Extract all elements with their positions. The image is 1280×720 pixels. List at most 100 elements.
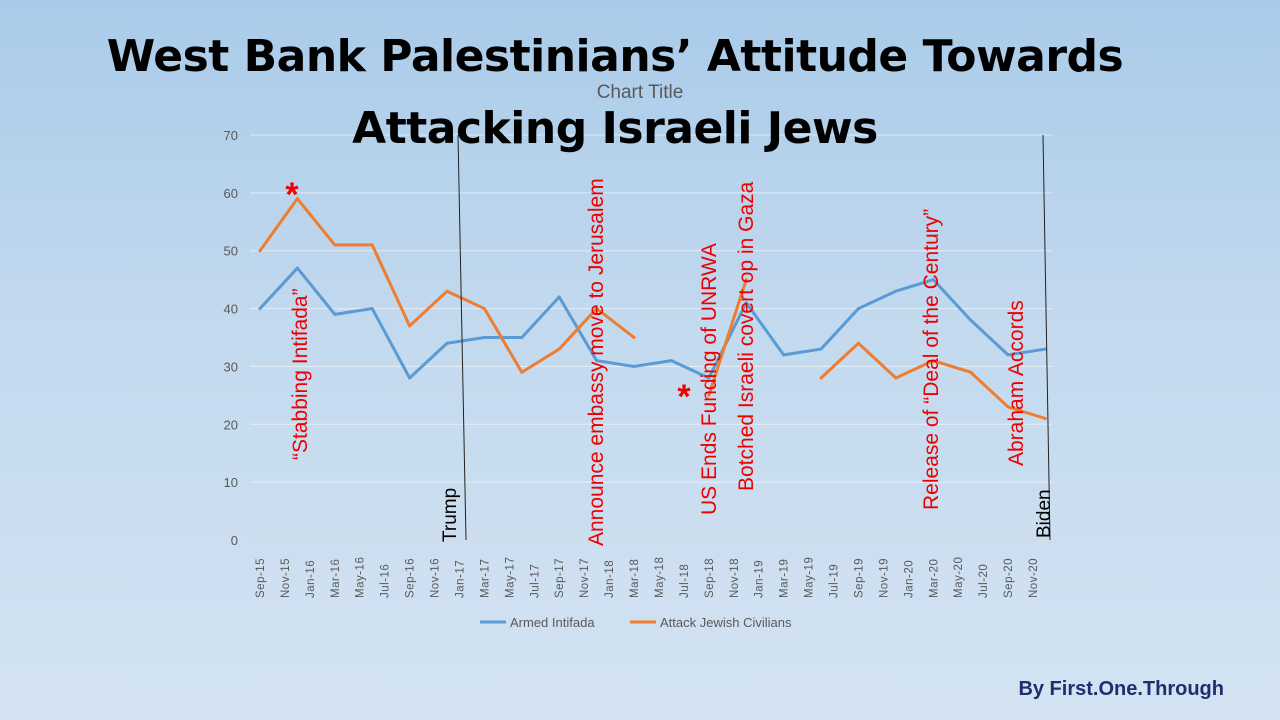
data-point	[856, 307, 860, 311]
annotation-label: Abraham Accords	[1005, 300, 1028, 466]
x-tick-label: Nov-19	[878, 558, 890, 598]
x-tick-label: Jan-17	[454, 560, 466, 598]
asterisk-marker: *	[677, 378, 691, 416]
x-tick-label: Jul-17	[529, 564, 541, 598]
data-point	[408, 324, 412, 328]
x-tick-label: Nov-17	[579, 558, 591, 598]
x-tick-label: Sep-19	[853, 558, 865, 598]
x-tick-label: May-20	[953, 557, 965, 598]
series-line-attack-jewish-civilians	[258, 197, 635, 374]
data-point	[408, 376, 412, 380]
data-point	[669, 359, 673, 363]
x-tick-label: May-18	[654, 557, 666, 598]
data-point	[258, 307, 262, 311]
event-line-biden	[1042, 134, 1051, 541]
data-point	[744, 301, 748, 305]
data-point	[370, 307, 374, 311]
data-point	[1006, 353, 1010, 357]
asterisk-marker: *	[285, 176, 299, 214]
event-line-trump	[457, 134, 467, 541]
annotation-label: US Ends Funding of UNRWA	[698, 243, 721, 515]
series-line-attack-jewish-civilians	[707, 279, 748, 396]
data-point	[333, 243, 337, 247]
y-tick-label: 20	[224, 417, 238, 432]
x-tick-label: Jul-20	[978, 564, 990, 598]
data-point	[969, 318, 973, 322]
legend-label: Attack Jewish Civilians	[660, 615, 792, 630]
data-point	[482, 336, 486, 339]
data-point	[295, 197, 299, 201]
annotation-label: “Stabbing Intifada”	[289, 288, 312, 460]
data-point	[520, 336, 524, 339]
x-tick-label: Jan-18	[604, 560, 616, 598]
x-tick-label: Jan-20	[903, 560, 915, 598]
x-tick-label: Sep-17	[554, 558, 566, 598]
series-line-armed-intifada	[258, 266, 1046, 380]
data-point	[782, 353, 786, 357]
x-tick-label: Mar-20	[928, 559, 940, 598]
annotation-label: Botched Israeli covert op in Gaza	[735, 181, 758, 491]
data-point	[595, 307, 599, 311]
data-point	[707, 393, 711, 397]
data-point	[819, 376, 823, 380]
x-tick-label: Mar-19	[779, 559, 791, 598]
data-point	[894, 376, 898, 380]
y-tick-label: 70	[224, 128, 238, 143]
data-point	[520, 370, 524, 374]
data-point	[707, 376, 711, 380]
data-point	[819, 347, 823, 351]
x-tick-label: Sep-15	[255, 558, 267, 598]
slide-title-line-2: Attacking Israeli Jews	[352, 103, 878, 154]
x-tick-label: Mar-16	[330, 559, 342, 598]
data-point	[931, 278, 935, 282]
x-tick-label: Sep-16	[405, 558, 417, 598]
data-point	[445, 289, 449, 293]
x-tick-label: May-19	[804, 557, 816, 598]
annotation-label: Trump	[440, 488, 461, 542]
data-point	[295, 266, 299, 270]
x-tick-label: Nov-15	[280, 558, 292, 598]
y-tick-label: 30	[224, 359, 238, 374]
data-point	[632, 364, 636, 368]
x-tick-label: May-16	[355, 557, 367, 598]
y-tick-label: 10	[224, 475, 238, 490]
data-point	[969, 370, 973, 374]
data-point	[258, 249, 262, 253]
y-tick-label: 40	[224, 302, 238, 317]
x-tick-label: Mar-18	[629, 559, 641, 598]
x-tick-label: Nov-18	[729, 558, 741, 598]
x-tick-label: Jul-19	[829, 564, 841, 598]
annotation-label: Biden	[1034, 489, 1055, 538]
data-point	[482, 307, 486, 311]
data-point	[557, 347, 561, 351]
data-point	[931, 359, 935, 363]
x-tick-label: May-17	[504, 557, 516, 598]
data-point	[333, 312, 337, 316]
x-tick-label: Sep-20	[1003, 558, 1015, 598]
chart-title: Chart Title	[597, 82, 684, 103]
y-tick-label: 50	[224, 244, 238, 259]
x-tick-label: Sep-18	[704, 558, 716, 598]
x-tick-label: Nov-16	[430, 558, 442, 598]
x-tick-label: Nov-20	[1028, 558, 1040, 598]
legend-label: Armed Intifada	[510, 615, 595, 630]
data-point	[1006, 405, 1010, 409]
x-tick-label: Jan-19	[754, 560, 766, 598]
annotation-label: Release of “Deal of the Century”	[920, 209, 943, 510]
data-point	[370, 243, 374, 247]
data-point	[894, 289, 898, 293]
annotation-label: Announce embassy move to Jerusalem	[585, 178, 608, 546]
data-point	[632, 336, 636, 339]
y-tick-label: 60	[224, 186, 238, 201]
data-point	[445, 341, 449, 345]
x-tick-label: Jul-16	[380, 564, 392, 598]
credit-text: By First.One.Through	[1018, 678, 1224, 700]
data-point	[557, 295, 561, 299]
y-tick-label: 0	[231, 533, 238, 548]
slide-title-line-1: West Bank Palestinians’ Attitude Towards	[106, 31, 1124, 82]
data-point	[744, 278, 748, 282]
x-tick-label: Mar-17	[479, 559, 491, 598]
x-tick-label: Jan-16	[305, 560, 317, 598]
data-point	[1043, 417, 1047, 420]
